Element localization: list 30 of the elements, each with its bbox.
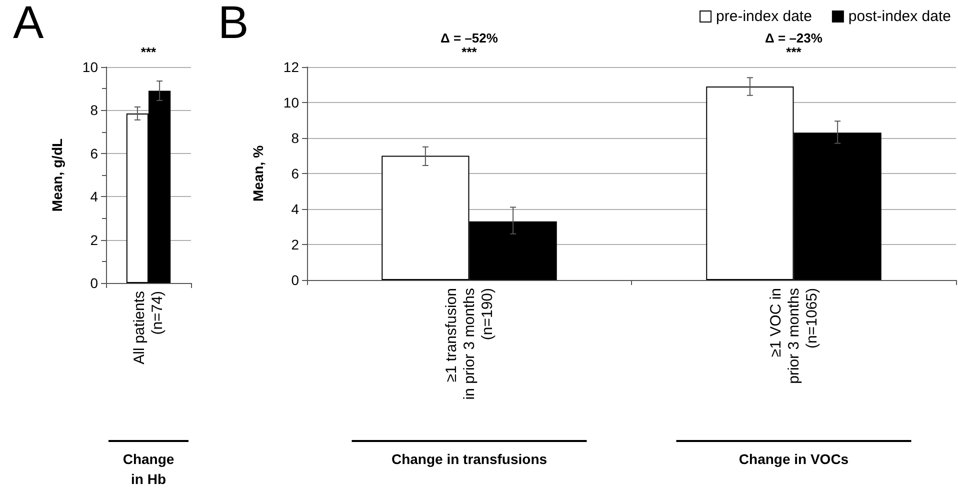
y-tick-label: 0 [291,272,300,288]
text: Change in VOCs [738,451,849,467]
y-tick-label: 0 [90,275,98,291]
y-tick-label: 2 [90,232,98,248]
text: *** [140,44,158,60]
x-tick-label: All patients (n=74) [131,291,166,364]
y-tick-label: 6 [291,166,300,182]
y-tick-label: 2 [291,236,300,252]
text: *** [462,44,478,60]
legend-label: pre-index date [716,8,812,25]
y-axis-title: Mean, % [250,144,266,202]
text: Δ = –52% [440,30,498,46]
text: *** [786,44,802,60]
y-tick-label: 6 [90,145,98,162]
y-tick-label: 10 [283,94,300,110]
y-tick-label: 12 [283,59,300,75]
y-axis-title: Mean, g/dL [49,138,65,212]
x-tick-label: ≥1 transfusion in prior 3 months (n=190) [442,288,496,400]
y-tick-label: 8 [90,102,98,118]
y-tick-label: 8 [291,130,300,146]
legend-label: post-index date [848,8,952,25]
y-tick-label: 10 [82,59,98,75]
text: Δ = –23% [765,30,823,46]
y-tick-label: 4 [90,188,98,205]
chart-title: A [13,0,44,48]
x-tick-label: ≥1 VOC in prior 3 months (n=1065) [767,288,820,384]
text: Change in transfusions [391,451,548,467]
chart-title: B [218,0,249,48]
y-tick-label: 4 [291,201,300,217]
text: Change in Hb [122,451,174,487]
